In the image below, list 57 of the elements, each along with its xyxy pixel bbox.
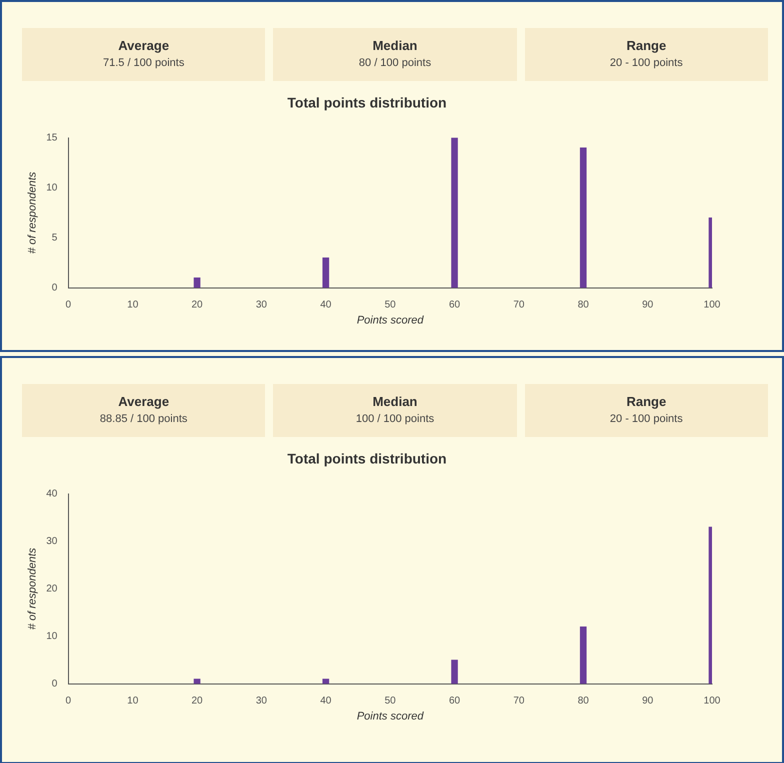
x-tick-label: 50	[384, 696, 396, 707]
x-tick-label: 60	[448, 300, 461, 311]
x-tick-label: 100	[704, 696, 721, 707]
bar	[580, 147, 587, 288]
x-tick-label: 10	[127, 300, 139, 311]
x-tick-label: 70	[513, 300, 525, 311]
x-tick-label: 40	[320, 300, 332, 311]
x-tick-label: 90	[642, 300, 654, 311]
x-tick-label: 100	[704, 300, 721, 311]
x-tick-label: 90	[642, 696, 654, 707]
x-tick-label: 80	[578, 300, 590, 311]
y-axis-title: # of respondents	[26, 547, 39, 630]
x-tick-label: 0	[66, 300, 72, 311]
text: Range	[625, 394, 668, 409]
bar	[322, 678, 330, 684]
text: 100 / 100 points	[354, 413, 436, 425]
text: Median	[372, 394, 418, 409]
y-tick-label: 0	[52, 678, 58, 690]
x-axis-title: Points scored	[356, 710, 424, 722]
y-tick-label: 10	[46, 631, 58, 642]
x-tick-label: 10	[127, 696, 139, 707]
bar	[580, 626, 587, 684]
x-tick-label: 60	[448, 696, 461, 707]
x-tick-label: 40	[320, 696, 332, 707]
bar	[451, 660, 458, 684]
y-tick-label: 5	[52, 232, 58, 244]
text: 88.85 / 100 points	[98, 413, 188, 425]
bar	[451, 138, 458, 288]
x-tick-label: 30	[256, 300, 268, 311]
x-tick-label: 70	[513, 696, 525, 707]
x-tick-label: 20	[191, 696, 204, 707]
text: Average	[117, 394, 170, 409]
x-axis-title: Points scored	[356, 314, 424, 326]
y-tick-label: 0	[52, 282, 58, 294]
x-tick-label: 30	[256, 696, 268, 707]
text: Range	[625, 38, 668, 53]
y-tick-label: 30	[46, 536, 58, 548]
chart-title: Total points distribution	[287, 94, 447, 110]
y-tick-label: 40	[46, 488, 58, 500]
text: 71.5 / 100 points	[102, 57, 186, 69]
bar	[194, 277, 200, 288]
text: 80 / 100 points	[358, 57, 432, 69]
y-tick-label: 20	[46, 584, 58, 595]
y-tick-label: 15	[46, 132, 58, 144]
text: Average	[117, 38, 170, 53]
chart-title: Total points distribution	[287, 450, 447, 466]
text: 20 - 100 points	[608, 57, 684, 69]
x-tick-label: 20	[191, 300, 204, 311]
text: Median	[372, 38, 418, 53]
y-tick-label: 10	[46, 182, 58, 194]
x-tick-label: 80	[578, 696, 590, 707]
bar	[194, 678, 200, 684]
x-tick-label: 50	[384, 300, 396, 311]
x-tick-label: 0	[66, 696, 72, 707]
bar	[322, 257, 330, 288]
text: 20 - 100 points	[608, 413, 684, 425]
y-axis-title: # of respondents	[26, 171, 39, 254]
